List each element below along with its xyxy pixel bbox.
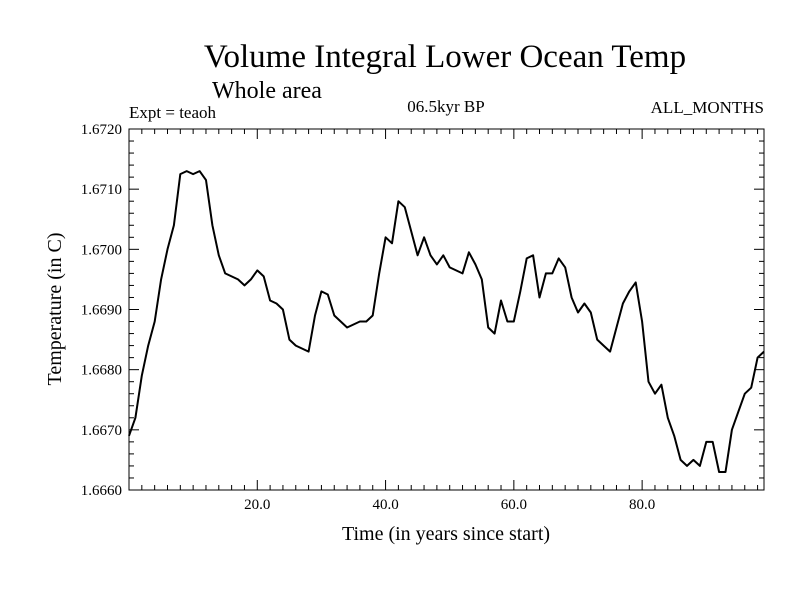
experiment-label: Expt = teaoh bbox=[129, 103, 217, 122]
x-axis-tick-labels: 20.0 40.0 60.0 80.0 bbox=[244, 497, 655, 513]
period-label: 06.5kyr BP bbox=[407, 97, 484, 116]
y-tick-label: 1.6720 bbox=[81, 122, 122, 138]
y-axis-ticks bbox=[129, 128, 764, 491]
y-tick-label: 1.6710 bbox=[81, 182, 122, 198]
x-axis-label: Time (in years since start) bbox=[342, 523, 550, 545]
plot-frame bbox=[128, 128, 765, 491]
x-axis-ticks bbox=[141, 129, 759, 490]
y-axis-label: Temperature (in C) bbox=[44, 233, 66, 386]
y-tick-label: 1.6680 bbox=[81, 363, 122, 379]
x-tick-label: 80.0 bbox=[629, 497, 655, 513]
y-tick-label: 1.6660 bbox=[81, 483, 122, 499]
series-line-temperature bbox=[128, 170, 765, 473]
x-tick-label: 40.0 bbox=[372, 497, 398, 513]
y-axis-tick-labels: 1.6660 1.6670 1.6680 1.6690 1.6700 1.6710 1.67… bbox=[81, 122, 122, 499]
y-tick-label: 1.6670 bbox=[81, 423, 122, 439]
y-tick-label: 1.6690 bbox=[81, 303, 122, 319]
y-tick-label: 1.6700 bbox=[81, 242, 122, 258]
chart-subtitle: Whole area bbox=[212, 78, 322, 104]
chart-title: Volume Integral Lower Ocean Temp bbox=[204, 39, 686, 75]
months-label: ALL_MONTHS bbox=[651, 98, 764, 117]
x-tick-label: 20.0 bbox=[244, 497, 270, 513]
x-tick-label: 60.0 bbox=[501, 497, 527, 513]
